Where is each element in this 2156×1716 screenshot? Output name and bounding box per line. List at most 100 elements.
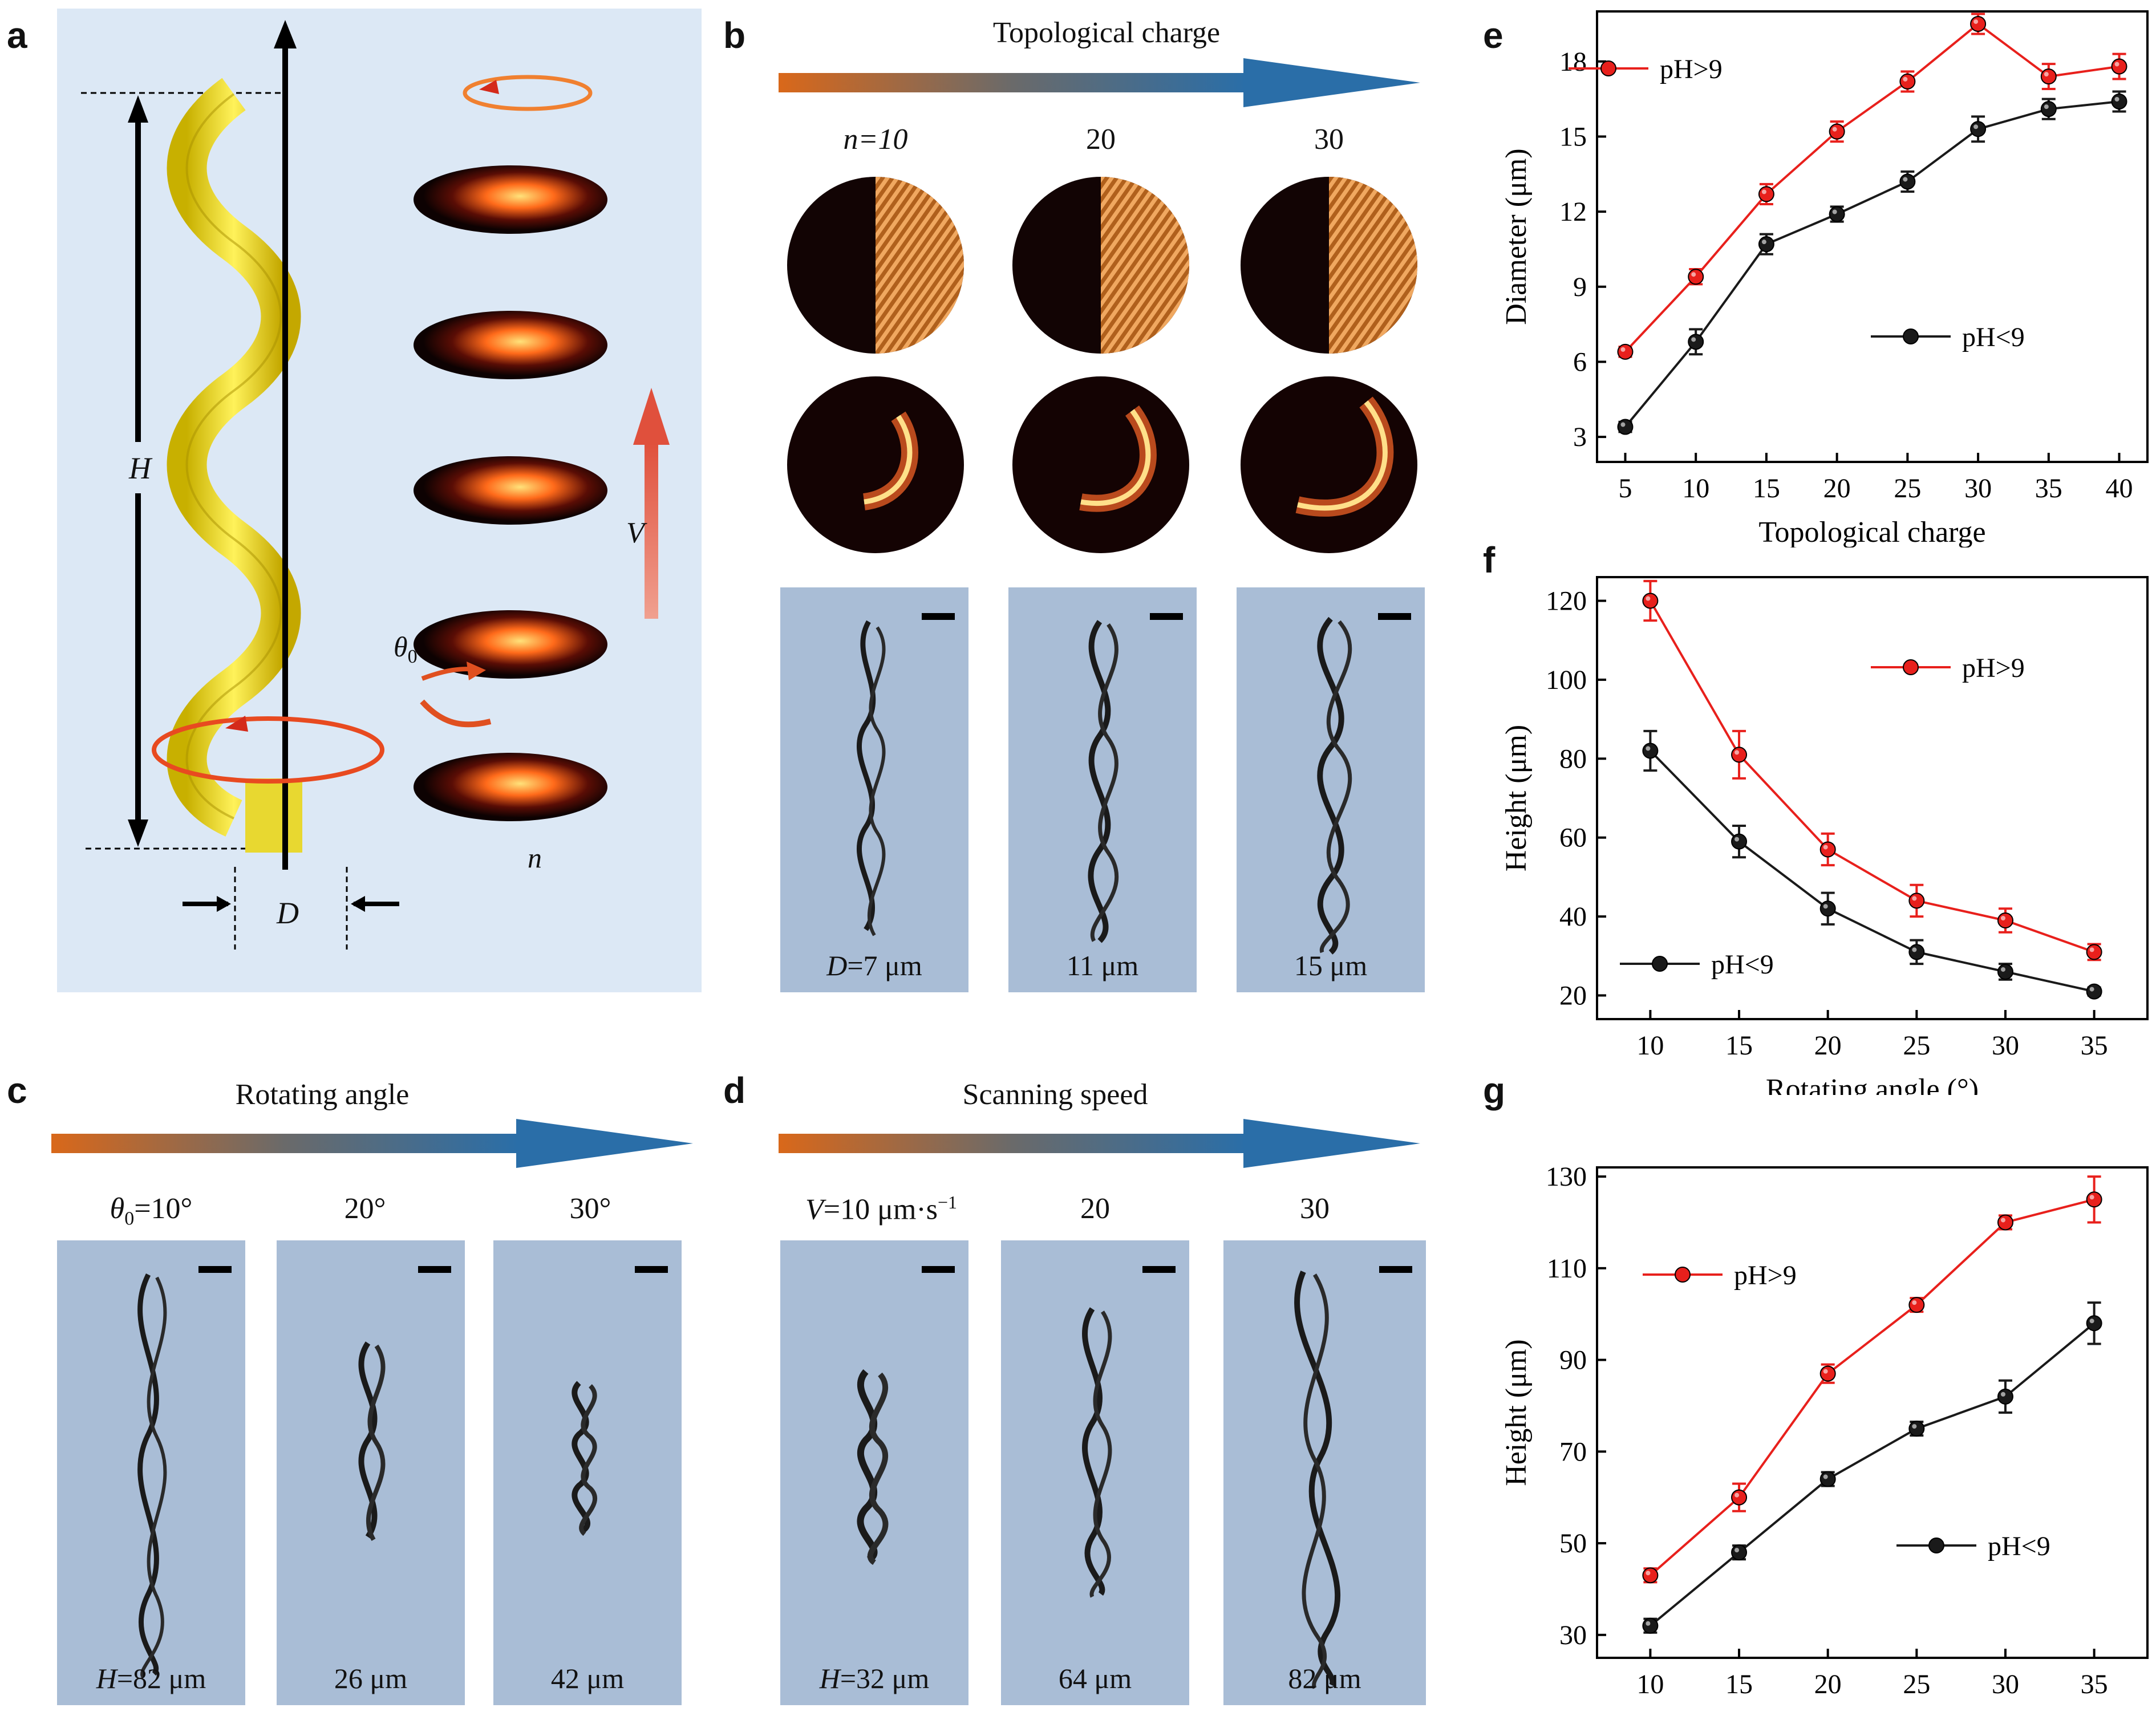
micrograph-d-1-label: H=32 μm [819,1662,930,1694]
y-tick-label: 120 [1546,586,1587,616]
data-point-highlight [2114,62,2119,67]
data-point-highlight [1912,1424,1917,1429]
micrograph-d-3: 82 μm [1223,1240,1426,1705]
data-point-highlight [2000,1218,2005,1223]
y-tick-label: 100 [1546,665,1587,695]
x-tick-label: 30 [1964,473,1992,504]
y-tick-label: 6 [1573,347,1587,377]
beam-discs [414,165,607,821]
scale-bar [635,1266,668,1273]
phase-mask-3 [1241,177,1417,354]
data-point-highlight [2089,987,2094,992]
series-line [1649,750,2095,993]
data-point [2086,983,2102,1000]
x-tick-label: 25 [1903,1031,1930,1061]
data-point-highlight [1734,837,1740,842]
label-H: H [129,451,151,485]
micrograph-b-2-label: 11 μm [1066,950,1139,981]
series-line [1624,22,2119,353]
chart-g: 10 15 20 25 30 35 30 50 70 90 110 130 Scanning speed… [1500,1162,2149,1716]
x-tick-label: 40 [2106,473,2133,504]
data-point-highlight [1973,19,1979,24]
data-point-highlight [1734,1492,1740,1498]
data-point [1819,1471,1836,1487]
x-tick-label: 10 [1636,1669,1664,1699]
panel-d-speed-label-3: 30 [1300,1192,1330,1225]
data-point [1688,269,1704,285]
y-axis-label: Height (μm) [1500,725,1533,872]
legend-marker [1652,956,1668,972]
y-axis-label: Diameter (μm) [1500,148,1533,324]
data-point [1899,73,1916,90]
data-point-highlight [1912,896,1917,901]
legend-marker [1928,1537,1944,1553]
chart-f: 10 15 20 25 30 35 20 40 60 80 100 120 Rotating angle… [1500,576,2149,1095]
micrograph-b-3: 15 μm [1237,587,1425,992]
data-point [1688,334,1704,350]
data-point-highlight [1691,272,1696,277]
micrograph-c-1-label: H=82 μm [96,1662,206,1694]
y-tick-label: 30 [1559,1620,1587,1650]
legend-label: pH>9 [1962,653,2025,683]
data-point [1970,15,1987,32]
panel-label-e: e [1483,15,1503,56]
data-point-highlight [1912,1300,1917,1305]
y-tick-label: 110 [1547,1253,1587,1284]
panel-c-angle-label-2: 20° [344,1192,386,1225]
data-point-highlight [1823,845,1828,850]
phase-mask-1 [787,177,964,354]
micrograph-b-1: D=7 μm [780,587,968,992]
legend-label: pH<9 [1711,950,1774,980]
legend-marker [1600,60,1616,76]
micrograph-c-2: 26 μm [277,1240,465,1705]
panel-label-b: b [723,15,746,56]
x-tick-label: 35 [2081,1669,2108,1699]
y-tick-label: 20 [1559,980,1587,1011]
scale-bar [418,1266,451,1273]
x-tick-label: 30 [1992,1669,2019,1699]
series-line [1649,600,2095,954]
data-point-highlight [1823,1369,1828,1374]
y-tick-label: 12 [1559,197,1587,227]
y-tick-label: 130 [1546,1162,1587,1192]
data-point [1819,841,1836,858]
y-tick-label: 15 [1559,121,1587,152]
data-point-highlight [2089,1319,2094,1324]
data-point [1997,912,2013,929]
data-point-highlight [1620,347,1626,352]
data-point-highlight [1973,124,1979,129]
data-point [1617,419,1634,435]
data-point [1997,1214,2013,1231]
panel-b-n-label-2: 20 [1086,123,1116,156]
panel-c-angle-label-1: θ0=10° [110,1192,193,1230]
panel-label-c: c [7,1070,27,1111]
data-point [1899,173,1916,190]
panel-b-arrow-title: Topological charge [992,17,1221,49]
panel-a-illustration [81,20,670,950]
y-tick-label: 80 [1559,744,1587,774]
x-tick-label: 20 [1814,1031,1842,1061]
helix-ribbon [167,78,302,853]
panel-c-gradient-arrow [51,1119,693,1168]
data-point-highlight [2000,967,2005,972]
data-point [1997,1388,2013,1405]
data-point [1819,1365,1836,1382]
data-point-highlight [1823,904,1828,909]
micrograph-d-2-label: 64 μm [1058,1662,1132,1694]
y-tick-label: 40 [1559,902,1587,932]
data-point [1829,206,1845,222]
data-point [1997,963,2013,980]
x-tick-label: 15 [1753,473,1780,504]
data-point-highlight [1832,127,1837,132]
x-tick-label: 5 [1618,473,1632,504]
data-point [2040,68,2057,85]
y-tick-label: 3 [1573,422,1587,452]
data-point-highlight [1646,596,1651,601]
x-tick-label: 15 [1725,1669,1753,1699]
scale-bar [1150,613,1183,620]
data-point-highlight [1646,1621,1651,1626]
data-point [1642,593,1659,609]
data-point [1642,1617,1659,1634]
x-tick-label: 25 [1903,1669,1930,1699]
label-n: n [528,842,542,874]
